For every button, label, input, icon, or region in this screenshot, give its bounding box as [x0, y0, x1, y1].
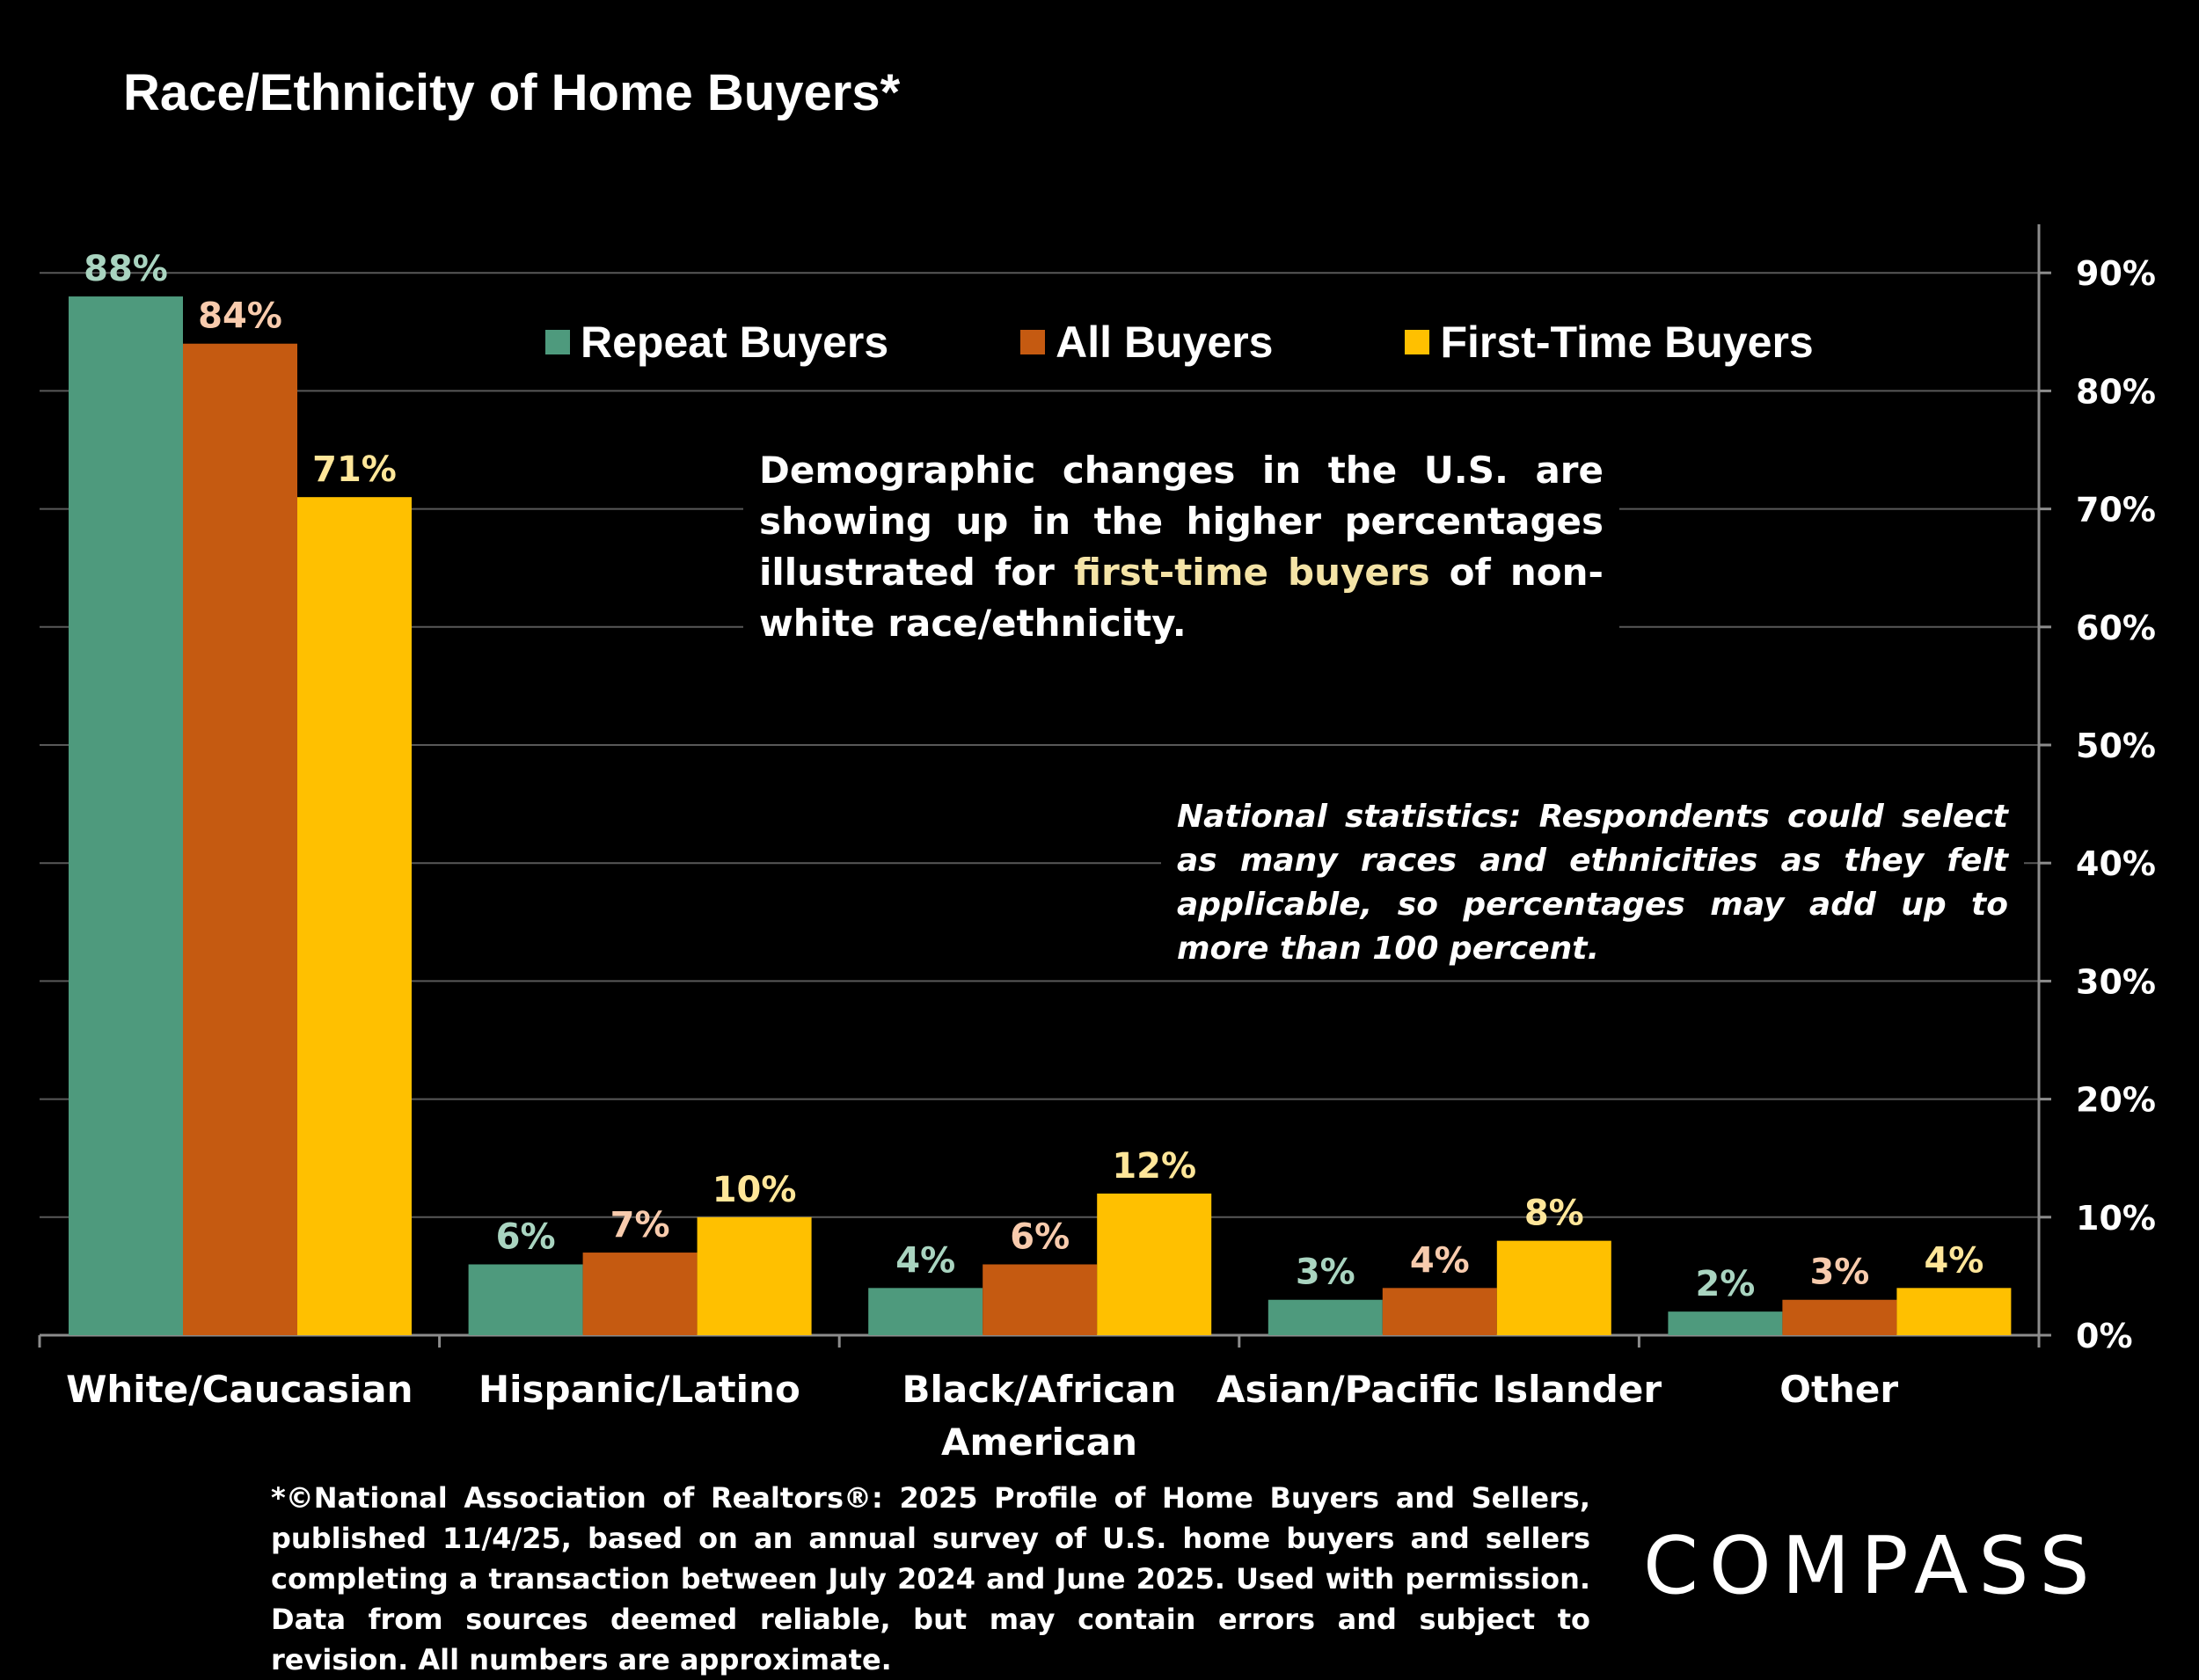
y-tick-label: 0% — [2076, 1317, 2133, 1355]
y-tick-label: 50% — [2076, 727, 2156, 765]
data-label: 12% — [1112, 1146, 1196, 1187]
demographic-callout: Demographic changes in the U.S. are show… — [743, 440, 1619, 654]
callout-highlight: first-time buyers — [1073, 551, 1430, 594]
data-label: 3% — [1809, 1253, 1869, 1293]
data-label: 88% — [84, 249, 168, 289]
legend-swatch-all-buyers — [1020, 330, 1046, 354]
bar — [582, 1253, 698, 1335]
category-label: Black/African — [902, 1368, 1177, 1411]
legend-label-first-time-buyers: First-Time Buyers — [1440, 318, 1814, 367]
legend-label-all-buyers: All Buyers — [1056, 318, 1274, 367]
bar — [1268, 1299, 1383, 1335]
callout-text-after: of non-white race/ethnicity. — [759, 551, 1604, 645]
data-label: 4% — [1410, 1240, 1470, 1281]
category-label: American — [941, 1421, 1137, 1464]
bar — [1097, 1193, 1212, 1335]
data-label: 7% — [610, 1205, 670, 1245]
statistics-note: National statistics: Respondents could s… — [1161, 792, 2024, 975]
bar — [697, 1216, 812, 1335]
legend-swatch-repeat-buyers — [545, 330, 570, 354]
bar — [468, 1264, 583, 1335]
y-tick-label: 80% — [2076, 372, 2156, 411]
legend-item-all-buyers: All Buyers — [1020, 317, 1273, 368]
bar — [868, 1288, 983, 1335]
bar — [1382, 1288, 1497, 1335]
y-tick-label: 70% — [2076, 491, 2156, 530]
data-label: 6% — [1010, 1216, 1070, 1257]
category-label: Other — [1779, 1368, 1898, 1411]
category-label: White/Caucasian — [66, 1368, 413, 1411]
bar — [983, 1264, 1098, 1335]
y-tick-label: 10% — [2076, 1199, 2156, 1238]
data-label: 3% — [1296, 1253, 1355, 1293]
data-label: 4% — [1924, 1240, 1983, 1281]
data-label: 71% — [312, 449, 397, 490]
compass-logo: COMPASS — [1643, 1520, 2100, 1612]
category-label: Hispanic/Latino — [479, 1368, 800, 1411]
data-label: 84% — [198, 296, 282, 337]
data-label: 8% — [1524, 1194, 1584, 1234]
data-label: 2% — [1695, 1264, 1755, 1304]
data-label: 10% — [712, 1170, 797, 1210]
data-label: 4% — [895, 1240, 955, 1281]
source-footnote: *©National Association of Realtors®: 202… — [271, 1481, 1590, 1676]
legend-label-repeat-buyers: Repeat Buyers — [581, 318, 889, 367]
chart-title: Race/Ethnicity of Home Buyers* — [123, 64, 901, 121]
bar — [1668, 1311, 1783, 1335]
legend-item-first-time-buyers: First-Time Buyers — [1405, 317, 1814, 368]
bar — [1896, 1288, 2012, 1335]
bar — [1496, 1240, 1611, 1335]
y-tick-label: 90% — [2076, 254, 2156, 293]
data-label: 6% — [496, 1216, 556, 1257]
bar — [1782, 1299, 1897, 1335]
legend: Repeat Buyers All Buyers First-Time Buye… — [545, 317, 1814, 368]
bar — [69, 296, 183, 1335]
bar — [183, 343, 297, 1336]
y-tick-label: 30% — [2076, 962, 2156, 1001]
y-tick-label: 60% — [2076, 609, 2156, 647]
callout-text-before: Demographic changes in the U.S. are show… — [759, 449, 1604, 594]
legend-swatch-first-time-buyers — [1405, 330, 1430, 354]
category-label: Asian/Pacific Islander — [1216, 1368, 1662, 1411]
y-tick-label: 40% — [2076, 844, 2156, 883]
y-tick-label: 20% — [2076, 1081, 2156, 1120]
bar — [297, 497, 412, 1335]
legend-item-repeat-buyers: Repeat Buyers — [545, 317, 888, 368]
